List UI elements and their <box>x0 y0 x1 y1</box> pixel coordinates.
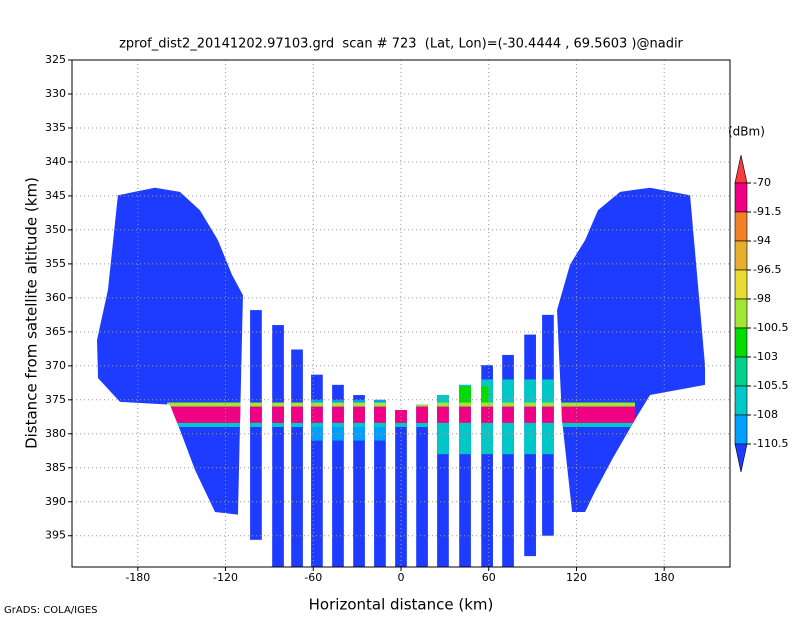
swath-stripe <box>332 384 344 567</box>
y-axis-label: Distance from satellite altitude (km) <box>23 177 41 449</box>
colorbar-segment <box>734 269 748 300</box>
swath-stripe <box>437 395 449 567</box>
colorbar-tick-label: -70 <box>753 176 771 189</box>
colorbar-segment <box>734 385 748 416</box>
swath-region <box>557 187 705 512</box>
swath-region <box>97 187 243 515</box>
swath-stripe <box>481 365 493 567</box>
y-tick-label: 350 <box>45 223 66 236</box>
swath-stripe <box>502 354 514 567</box>
x-tick-label: -120 <box>213 571 238 584</box>
y-tick-label: 325 <box>45 53 66 66</box>
swath-stripe <box>291 349 303 567</box>
x-tick-label: -60 <box>304 571 322 584</box>
colorbar-tick-label: -105.5 <box>753 379 788 392</box>
colorbar-tick-label: -110.5 <box>753 437 788 450</box>
colorbar-tick-label: -103 <box>753 350 778 363</box>
colorbar-label: (dBm) <box>728 125 765 139</box>
y-tick-label: 395 <box>45 529 66 542</box>
y-tick-label: 330 <box>45 87 66 100</box>
colorbar-segment <box>734 327 748 358</box>
colorbar-segment <box>734 182 748 213</box>
y-tick-label: 360 <box>45 291 66 304</box>
y-tick-label: 380 <box>45 427 66 440</box>
colorbar-tick-label: -100.5 <box>753 321 788 334</box>
y-tick-label: 365 <box>45 325 66 338</box>
colorbar-segment <box>734 298 748 329</box>
swath-stripe <box>374 399 386 567</box>
chart-title: zprof_dist2_20141202.97103.grd scan # 72… <box>119 37 683 52</box>
colorbar-tick-label: -91.5 <box>753 205 781 218</box>
colorbar-segment <box>734 356 748 387</box>
colorbar-segment <box>734 414 748 445</box>
x-tick-label: 120 <box>566 571 587 584</box>
colorbar-segment <box>734 211 748 242</box>
y-tick-label: 335 <box>45 121 66 134</box>
x-tick-label: 180 <box>654 571 675 584</box>
y-tick-label: 390 <box>45 495 66 508</box>
swath-stripe <box>311 374 323 567</box>
x-tick-label: -180 <box>125 571 150 584</box>
y-tick-label: 375 <box>45 393 66 406</box>
swath-stripe <box>416 404 428 567</box>
x-tick-label: 60 <box>482 571 496 584</box>
y-tick-label: 370 <box>45 359 66 372</box>
x-tick-label: 0 <box>398 571 405 584</box>
colorbar-cap <box>734 154 748 184</box>
y-tick-label: 340 <box>45 155 66 168</box>
y-tick-label: 345 <box>45 189 66 202</box>
colorbar-tick-label: -108 <box>753 408 778 421</box>
colorbar-tick-label: -94 <box>753 234 771 247</box>
x-axis-label: Horizontal distance (km) <box>309 596 494 614</box>
y-tick-label: 355 <box>45 257 66 270</box>
swath-stripe <box>272 325 284 567</box>
y-tick-label: 385 <box>45 461 66 474</box>
colorbar-tick-label: -96.5 <box>753 263 781 276</box>
credit: GrADS: COLA/IGES <box>4 605 98 616</box>
swath-stripe <box>353 395 365 567</box>
colorbar-segment <box>734 240 748 271</box>
swath-stripe <box>459 384 471 567</box>
plot-frame <box>71 59 731 568</box>
colorbar-cap <box>734 443 748 473</box>
colorbar-tick-label: -98 <box>753 292 771 305</box>
